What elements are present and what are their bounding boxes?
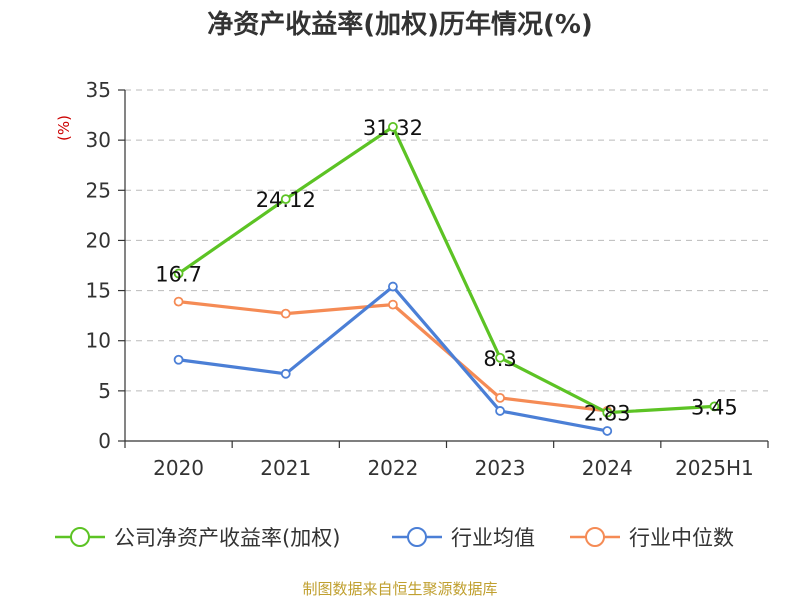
axes: 0 5 10 15 20 25 30 35 2020 2021 2022 2023 2024 2025H1: [86, 78, 769, 480]
legend: 公司净资产收益率(加权) 行业均值 行业中位数: [55, 526, 734, 550]
data-label: 2.83: [584, 402, 631, 426]
data-point: [388, 299, 398, 310]
data-point: [602, 426, 613, 436]
data-point: [173, 296, 184, 307]
chart-title: 净资产收益率(加权)历年情况(%): [207, 9, 593, 40]
legend-entry: 行业均值: [451, 526, 535, 550]
x-tick-label: 2024: [582, 456, 633, 480]
data-point: [280, 194, 291, 205]
y-tick-label: 10: [86, 329, 111, 353]
legend-swatch-marker: [585, 527, 605, 547]
y-tick-label: 0: [98, 429, 111, 453]
data-point: [495, 392, 505, 403]
legend-swatch-marker: [70, 527, 90, 547]
data-point: [709, 401, 720, 412]
x-tick-label: 2023: [475, 456, 526, 480]
y-tick-label: 25: [86, 178, 111, 202]
data-label: 3.45: [691, 395, 738, 419]
data-point: [280, 368, 291, 379]
legend-swatch-marker: [407, 527, 427, 547]
data-point: [280, 308, 291, 319]
data-point: [495, 406, 505, 416]
series-line: [177, 125, 715, 415]
legend-entry: 公司净资产收益率(加权): [114, 526, 340, 550]
x-tick-label: 2021: [260, 456, 311, 480]
y-tick-label: 30: [86, 128, 111, 152]
series-lines: [173, 122, 720, 436]
data-point: [495, 352, 505, 363]
data-point: [602, 407, 613, 418]
data-label: 16.7: [155, 263, 202, 287]
y-tick-label: 20: [86, 228, 111, 252]
data-labels: 16.7 24.12 31.32 8.3 2.83 3.45: [155, 116, 738, 426]
data-label: 24.12: [256, 188, 316, 212]
data-point: [388, 281, 398, 292]
data-label: 8.3: [483, 347, 516, 371]
data-source-note: 制图数据来自恒生聚源数据库: [302, 580, 497, 598]
x-tick-label: 2020: [153, 456, 204, 480]
y-tick-label: 5: [98, 379, 111, 403]
y-tick-label: 35: [86, 78, 111, 102]
data-point: [388, 122, 398, 132]
data-label: 31.32: [363, 116, 423, 140]
y-tick-label: 15: [86, 279, 111, 303]
data-point: [173, 268, 184, 279]
x-tick-label: 2022: [367, 456, 418, 480]
legend-entry: 行业中位数: [629, 526, 734, 550]
y-axis-unit-label: (%): [55, 115, 73, 141]
series-line: [178, 300, 608, 413]
data-point: [173, 354, 184, 365]
x-tick-label: 2025H1: [675, 456, 754, 480]
